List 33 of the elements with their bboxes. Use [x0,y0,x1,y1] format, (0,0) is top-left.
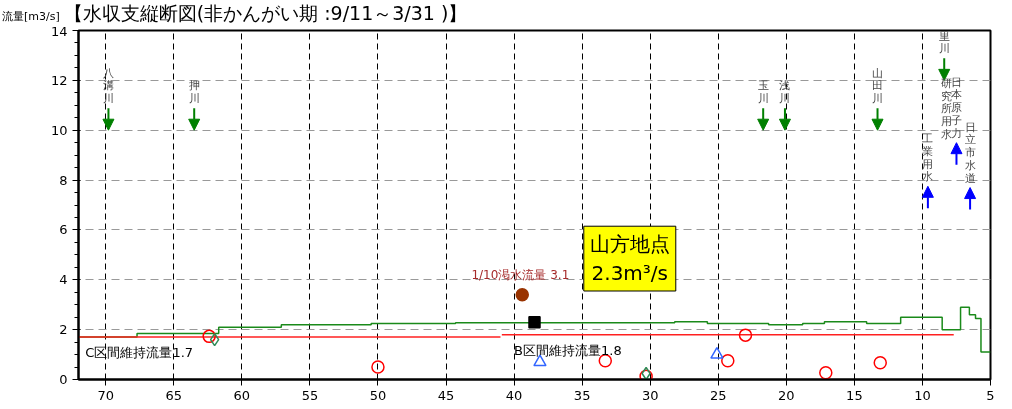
annotation: 1/10渇水流量 3.1 [471,268,570,283]
y-axis-title: 流量[m3/s] [2,10,60,23]
y-tick-label: 10 [50,122,68,138]
y-tick-label: 0 [59,372,68,387]
annotation: 研究所用水 [940,76,952,141]
x-tick-label: 50 [369,387,387,403]
x-tick-label: 30 [641,387,659,403]
y-tick-label: 14 [50,23,68,39]
y-tick-label: 12 [50,72,68,88]
x-tick-label: 35 [573,387,591,403]
x-tick-label: 15 [846,387,863,403]
annotation: 押川 [188,79,200,106]
x-tick-label: 10 [914,387,931,403]
x-tick-label: 55 [301,387,319,403]
annotation: 山田川 [872,66,884,106]
y-tick-label: 6 [59,222,68,238]
y-tick-label: 4 [59,272,68,288]
chart-title: 【水収支縦断図(非かんがい期 :9/11～3/31 )】 [63,2,468,24]
x-tick-label: 25 [709,387,727,403]
x-tick-label: 65 [165,387,183,403]
x-tick-label: 20 [778,387,795,403]
x-tick-label: 5 [986,387,995,403]
x-tick-label: 45 [437,387,455,403]
annotation: 山方地点 2.3m³/s [589,232,670,285]
annotation: 里川 [938,29,950,56]
annotation: C区間維持流量1.7 [85,344,194,360]
annotation: 玉川 [757,79,769,106]
x-tick-label: 60 [233,387,251,403]
x-tick-label: 40 [505,387,523,403]
y-tick-label: 2 [59,322,68,338]
y-tick-label: 8 [59,172,68,188]
x-tick-label: 70 [97,387,114,403]
annotation: 日立市水道 [964,120,976,185]
